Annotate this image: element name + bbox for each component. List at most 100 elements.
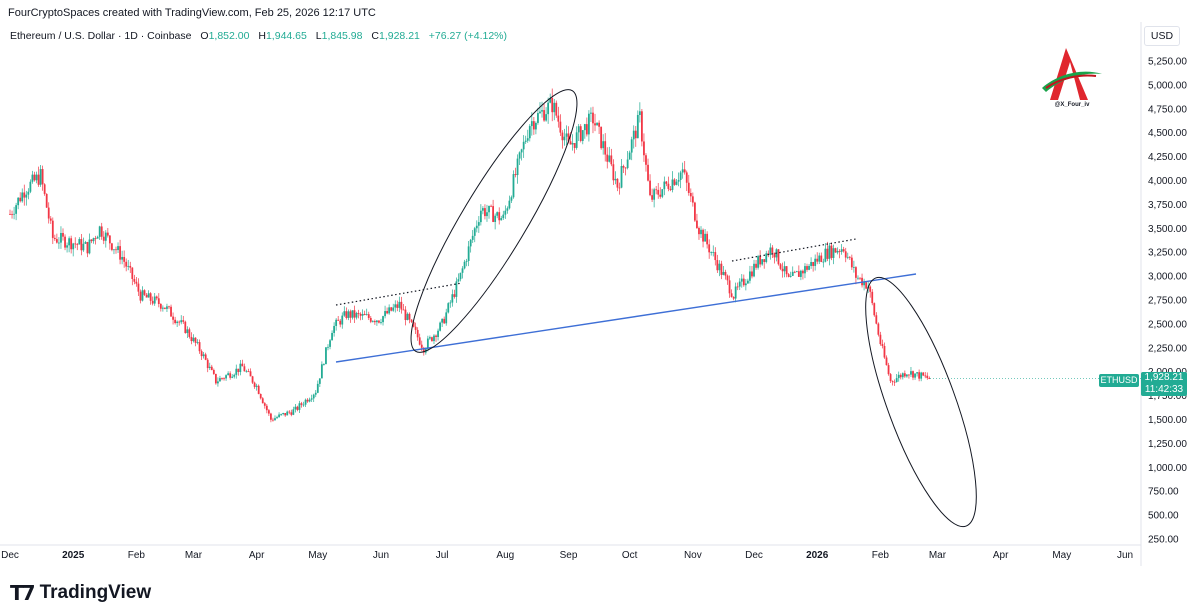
candle — [677, 172, 680, 187]
candle — [783, 261, 786, 278]
candle — [137, 278, 140, 297]
candle — [683, 161, 686, 175]
author-watermark: @X_Four_iv — [1036, 44, 1108, 116]
candle — [70, 235, 73, 254]
candle — [810, 257, 812, 269]
candle — [787, 272, 790, 278]
candle — [229, 371, 232, 380]
candle — [875, 312, 878, 325]
candle — [561, 130, 564, 149]
x-tick-label: Feb — [872, 550, 890, 561]
candle — [447, 302, 450, 314]
candle — [294, 404, 297, 413]
tradingview-logo-icon: T7 — [10, 581, 36, 605]
y-tick-label: 1,500.00 — [1148, 415, 1187, 426]
candle — [616, 178, 619, 192]
candle — [893, 379, 896, 386]
candle — [237, 368, 240, 376]
candle — [166, 303, 168, 313]
tradingview-logo[interactable]: T7 TradingView — [10, 581, 151, 605]
candle — [759, 250, 762, 268]
close-value: 1,928.21 — [379, 30, 420, 42]
candle — [418, 333, 421, 346]
candle — [66, 242, 68, 253]
candle — [795, 270, 798, 273]
candle — [836, 247, 839, 255]
candle — [822, 258, 825, 268]
candle — [398, 296, 401, 313]
candle — [559, 114, 562, 136]
candle — [802, 269, 804, 280]
candle — [98, 225, 101, 240]
candle — [376, 319, 378, 326]
candle — [459, 272, 462, 282]
candle — [614, 171, 617, 185]
candle — [577, 123, 580, 142]
candle — [814, 254, 817, 271]
candle — [445, 308, 448, 326]
candle — [881, 339, 884, 349]
candle — [848, 256, 851, 261]
candle — [429, 335, 431, 340]
candle — [742, 274, 745, 287]
candle — [11, 210, 13, 219]
rally-ellipse[interactable] — [388, 74, 599, 368]
candle — [799, 269, 802, 281]
y-tick-label: 2,250.00 — [1148, 343, 1187, 354]
candle — [115, 246, 117, 254]
candle — [547, 97, 550, 124]
candle — [400, 296, 403, 314]
candle — [663, 176, 666, 196]
candle — [563, 128, 566, 146]
dotted-resistance-line-2025[interactable] — [335, 282, 463, 306]
open-value: 1,852.00 — [208, 30, 250, 42]
candle — [596, 122, 598, 126]
drawings-layer — [335, 74, 998, 537]
candle — [102, 231, 105, 245]
decline-ellipse[interactable] — [844, 266, 998, 537]
candle — [214, 373, 217, 385]
candle — [834, 247, 837, 253]
candle — [565, 125, 568, 146]
candle — [300, 401, 303, 408]
candle — [738, 278, 741, 291]
candle — [308, 397, 311, 403]
candle — [728, 275, 731, 298]
symbol-name[interactable]: Ethereum / U.S. Dollar · 1D · Coinbase — [10, 30, 192, 42]
candle — [838, 249, 841, 259]
candle — [316, 380, 319, 394]
candle — [761, 259, 764, 266]
candle — [339, 318, 342, 328]
blue-trendline[interactable] — [335, 273, 917, 363]
candle — [312, 393, 315, 403]
low-label: L — [315, 30, 322, 42]
candle — [426, 335, 429, 352]
candle — [698, 226, 700, 240]
candle — [129, 261, 132, 274]
currency-button[interactable]: USD — [1144, 26, 1180, 46]
candle — [726, 274, 729, 285]
candle — [402, 304, 405, 311]
candle — [357, 309, 360, 319]
candle — [369, 315, 372, 324]
candle — [545, 107, 547, 122]
candle — [696, 213, 698, 229]
candle — [724, 269, 727, 280]
candle — [789, 271, 792, 278]
candle — [720, 260, 723, 280]
candle — [657, 183, 660, 199]
change-value: +76.27 (+4.12%) — [428, 30, 508, 42]
candle — [765, 250, 768, 264]
candle — [314, 390, 317, 398]
candle — [292, 406, 295, 416]
dotted-resistance-line-2026[interactable] — [731, 238, 857, 262]
candle — [96, 235, 99, 239]
candle — [208, 362, 211, 371]
candle — [286, 410, 289, 416]
x-tick-label: Mar — [929, 550, 947, 561]
candle — [76, 243, 79, 251]
candle — [92, 237, 95, 244]
candle — [373, 319, 376, 325]
candle — [610, 148, 613, 167]
